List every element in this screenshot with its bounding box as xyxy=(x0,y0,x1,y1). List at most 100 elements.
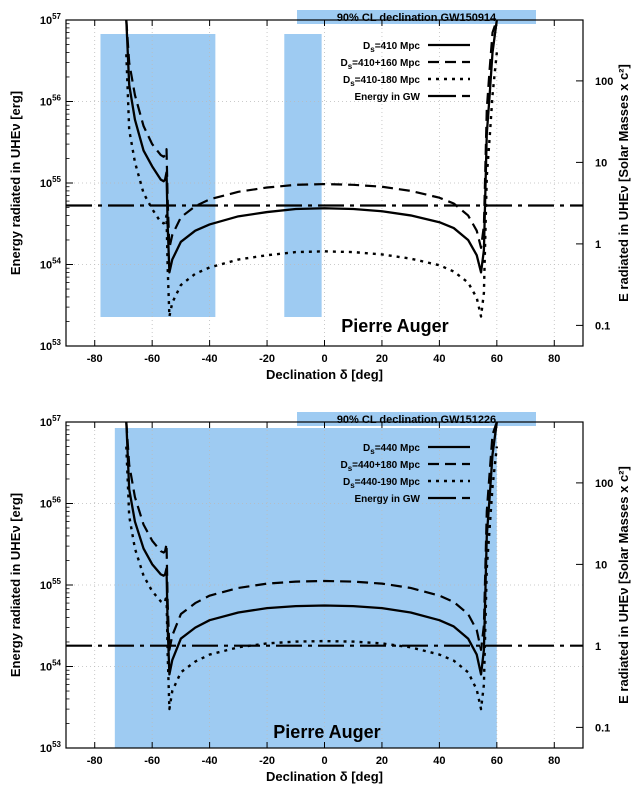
x-axis-title: Declination δ [deg] xyxy=(266,769,383,784)
y2-tick-label: 1 xyxy=(595,641,601,653)
y2-tick-label: 1 xyxy=(595,239,601,251)
legend-main: Energy in GW xyxy=(354,494,420,505)
y-tick-exponent: 56 xyxy=(52,94,61,103)
x-tick-label: 20 xyxy=(376,755,388,767)
legend-label-3: Ds=440-190 Mpc xyxy=(343,477,420,490)
y2-tick-label: 100 xyxy=(595,76,613,88)
y-tick-exponent: 53 xyxy=(52,740,61,749)
chart-panel-2: 90% CL declination GW151226 -80 -60 -40 -20 0… xyxy=(8,412,631,784)
legend-sub: s xyxy=(350,481,355,490)
legend-label-1: Ds=440 Mpc xyxy=(363,443,420,456)
legend-sub: s xyxy=(348,62,353,71)
y-tick-mantissa: 10 xyxy=(40,417,52,429)
x-tick-label: 0 xyxy=(321,755,327,767)
y2-axis-title: E radiated in UHEν [Solar Masses x c²] xyxy=(616,466,631,704)
chart-panel-1: 90% CL declination GW150914 -80 -60 -40 -20 0… xyxy=(8,10,631,382)
y-tick-label: 1054 xyxy=(40,659,62,674)
x-tick-label: 80 xyxy=(548,353,560,365)
legend-main: D xyxy=(363,41,370,52)
y-tick-exponent: 56 xyxy=(52,496,61,505)
y-tick-mantissa: 10 xyxy=(40,178,52,190)
x-tick-label: 20 xyxy=(376,353,388,365)
series-group xyxy=(66,20,583,318)
legend-label-2: Ds=410+160 Mpc xyxy=(340,58,420,71)
y-tick-mantissa: 10 xyxy=(40,580,52,592)
y-axis-title: Energy radiated in UHEν [erg] xyxy=(8,91,23,275)
watermark-label: Pierre Auger xyxy=(341,316,448,336)
x-tick-label: 60 xyxy=(491,755,503,767)
y-tick-label: 1055 xyxy=(40,577,62,592)
y2-tick-label: 10 xyxy=(595,559,607,571)
y-tick-mantissa: 10 xyxy=(40,499,52,511)
y-tick-label: 1056 xyxy=(40,496,62,511)
declination-band-1 xyxy=(114,428,497,748)
y-tick-mantissa: 10 xyxy=(40,15,52,27)
legend-label-1: Ds=410 Mpc xyxy=(363,41,420,54)
x-tick-label: -80 xyxy=(87,755,103,767)
x-tick-label: 40 xyxy=(433,755,445,767)
y-tick-label: 1053 xyxy=(40,740,62,755)
y-tick-label: 1053 xyxy=(40,338,62,353)
y2-axis-title: E radiated in UHEν [Solar Masses x c²] xyxy=(616,64,631,302)
y-tick-exponent: 55 xyxy=(52,175,61,184)
legend-rest: =410+160 Mpc xyxy=(352,58,420,69)
x-tick-label: -60 xyxy=(144,755,160,767)
y-tick-label: 1055 xyxy=(40,175,62,190)
legend-rest: =440+180 Mpc xyxy=(352,460,420,471)
legend-label-2: Ds=440+180 Mpc xyxy=(340,460,420,473)
y-tick-mantissa: 10 xyxy=(40,97,52,109)
legend-main: D xyxy=(343,75,350,86)
y-axis-title: Energy radiated in UHEν [erg] xyxy=(8,493,23,677)
y2-tick-label: 10 xyxy=(595,157,607,169)
legend-rest: =440-190 Mpc xyxy=(355,477,421,488)
y-tick-exponent: 55 xyxy=(52,577,61,586)
banner-text: 90% CL declination GW151226 xyxy=(337,414,496,426)
series-line-1 xyxy=(125,422,498,676)
banner-text: 90% CL declination GW150914 xyxy=(337,12,497,24)
x-tick-label: -20 xyxy=(259,755,275,767)
legend-main: D xyxy=(363,443,370,454)
legend-sub: s xyxy=(348,464,353,473)
y-tick-exponent: 54 xyxy=(52,257,61,266)
declination-band-2 xyxy=(284,34,322,317)
legend-sub: s xyxy=(370,447,375,456)
y2-tick-label: 0.1 xyxy=(595,722,610,734)
x-tick-label: -40 xyxy=(202,353,218,365)
y-tick-label: 1057 xyxy=(40,12,62,27)
y-tick-mantissa: 10 xyxy=(40,341,52,353)
legend-label-4: Energy in GW xyxy=(354,494,420,505)
legend-label-3: Ds=410-180 Mpc xyxy=(343,75,420,88)
y2-tick-label: 0.1 xyxy=(595,320,610,332)
legend-sub: s xyxy=(370,45,375,54)
x-tick-label: -20 xyxy=(259,353,275,365)
legend-main: Energy in GW xyxy=(354,92,420,103)
x-tick-label: 40 xyxy=(433,353,445,365)
y-tick-exponent: 53 xyxy=(52,338,61,347)
x-axis-title: Declination δ [deg] xyxy=(266,367,383,382)
legend-rest: =410 Mpc xyxy=(375,41,421,52)
legend-main: D xyxy=(340,460,347,471)
series-group xyxy=(66,422,583,711)
y2-tick-label: 100 xyxy=(595,478,613,490)
x-tick-label: 80 xyxy=(548,755,560,767)
series-line-2 xyxy=(125,20,498,249)
series-line-3 xyxy=(125,446,499,711)
y-tick-mantissa: 10 xyxy=(40,260,52,272)
y-tick-mantissa: 10 xyxy=(40,662,52,674)
series-line-2 xyxy=(125,422,498,651)
y-tick-label: 1056 xyxy=(40,94,62,109)
x-tick-label: 0 xyxy=(321,353,327,365)
legend-label-4: Energy in GW xyxy=(354,92,420,103)
series-line-1 xyxy=(125,20,498,274)
y-tick-mantissa: 10 xyxy=(40,743,52,755)
x-tick-label: -80 xyxy=(87,353,103,365)
y-tick-label: 1054 xyxy=(40,257,62,272)
y-tick-exponent: 57 xyxy=(52,414,61,423)
legend-main: D xyxy=(343,477,350,488)
y-tick-exponent: 54 xyxy=(52,659,61,668)
legend-rest: =410-180 Mpc xyxy=(355,75,421,86)
legend-rest: =440 Mpc xyxy=(375,443,421,454)
x-tick-label: 60 xyxy=(491,353,503,365)
y-tick-label: 1057 xyxy=(40,414,62,429)
